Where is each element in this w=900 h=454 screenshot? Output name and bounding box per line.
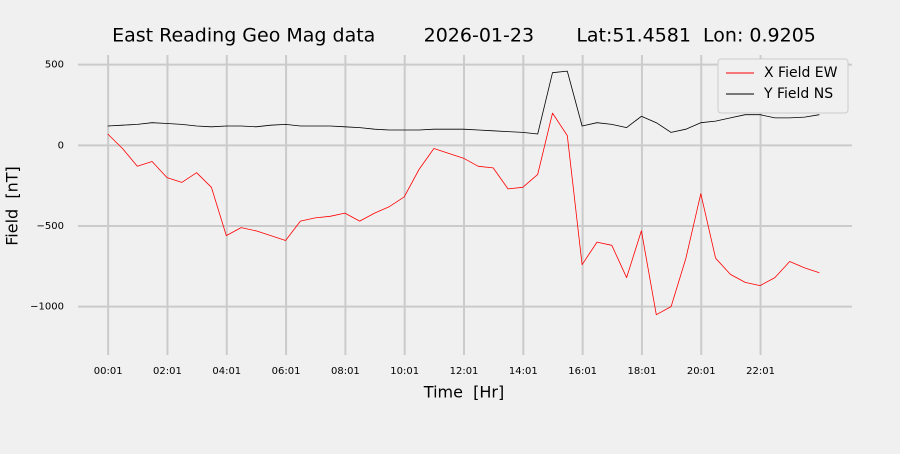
legend: X Field EW Y Field NS [717, 58, 849, 114]
x-tick-label: 22:01 [746, 366, 775, 377]
x-tick-label: 18:01 [628, 366, 657, 377]
y-axis-label: Field [nT] [3, 166, 22, 246]
x-tick-label: 00:01 [94, 366, 123, 377]
x-tick-label: 16:01 [568, 366, 597, 377]
y-tick-label: −1000 [30, 302, 64, 313]
x-tick-label: 20:01 [687, 366, 716, 377]
series-line [107, 112, 820, 316]
legend-label: Y Field NS [763, 86, 833, 102]
series-line [107, 70, 820, 135]
legend-label: X Field EW [764, 65, 838, 81]
y-tick-label: −500 [37, 221, 64, 232]
y-tick-label: 0 [58, 140, 64, 151]
x-axis-label: Time [Hr] [423, 383, 504, 402]
chart-title: East Reading Geo Mag data 2026-01-23 Lat… [112, 25, 816, 47]
x-tick-label: 08:01 [331, 366, 360, 377]
x-tick-label: 12:01 [450, 366, 479, 377]
x-tick-label: 06:01 [272, 366, 301, 377]
y-tick-label: 500 [45, 60, 64, 71]
x-tick-label: 14:01 [509, 366, 538, 377]
x-tick-label: 10:01 [390, 366, 419, 377]
x-tick-label: 04:01 [212, 366, 241, 377]
x-tick-label: 02:01 [153, 366, 182, 377]
